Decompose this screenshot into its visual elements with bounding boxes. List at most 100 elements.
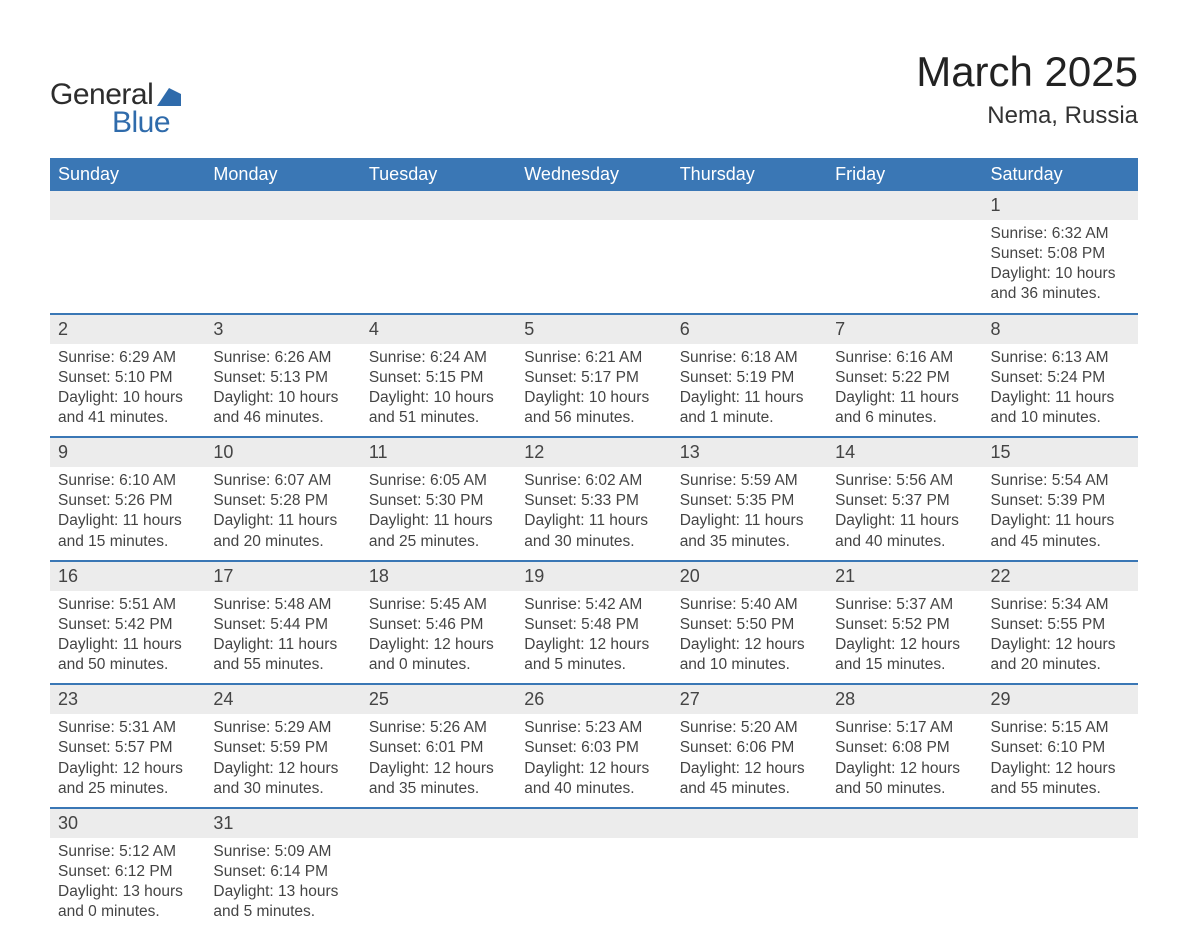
day-content-row: Sunrise: 5:31 AMSunset: 5:57 PMDaylight:… [50, 714, 1138, 808]
location-label: Nema, Russia [916, 102, 1138, 130]
day-content-cell: Sunrise: 6:05 AMSunset: 5:30 PMDaylight:… [361, 467, 516, 561]
sunset-text: Sunset: 5:57 PM [58, 738, 197, 758]
daylight-text: Daylight: 11 hours and 30 minutes. [524, 511, 663, 551]
day-number: 18 [369, 566, 389, 586]
day-number-cell [672, 191, 827, 220]
daylight-text: Daylight: 11 hours and 10 minutes. [991, 388, 1130, 428]
weekday-header: Tuesday [361, 158, 516, 191]
day-number-cell [516, 191, 671, 220]
sunset-text: Sunset: 5:52 PM [835, 615, 974, 635]
day-content-row: Sunrise: 5:51 AMSunset: 5:42 PMDaylight:… [50, 591, 1138, 685]
sunrise-text: Sunrise: 5:51 AM [58, 595, 197, 615]
daylight-text: Daylight: 11 hours and 45 minutes. [991, 511, 1130, 551]
daylight-text: Daylight: 12 hours and 10 minutes. [680, 635, 819, 675]
day-number: 4 [369, 319, 379, 339]
day-number-cell: 19 [516, 561, 671, 591]
day-content-row: Sunrise: 6:10 AMSunset: 5:26 PMDaylight:… [50, 467, 1138, 561]
sunrise-text: Sunrise: 5:31 AM [58, 718, 197, 738]
daylight-text: Daylight: 10 hours and 46 minutes. [213, 388, 352, 428]
sunrise-text: Sunrise: 5:23 AM [524, 718, 663, 738]
day-number-cell: 11 [361, 437, 516, 467]
day-number-cell: 1 [983, 191, 1138, 220]
daylight-text: Daylight: 12 hours and 50 minutes. [835, 759, 974, 799]
daylight-text: Daylight: 11 hours and 20 minutes. [213, 511, 352, 551]
day-number: 15 [991, 442, 1011, 462]
day-number-cell: 21 [827, 561, 982, 591]
day-number: 25 [369, 689, 389, 709]
day-number: 19 [524, 566, 544, 586]
day-number-cell: 13 [672, 437, 827, 467]
daylight-text: Daylight: 11 hours and 1 minute. [680, 388, 819, 428]
sunrise-text: Sunrise: 5:15 AM [991, 718, 1130, 738]
day-number-cell: 28 [827, 684, 982, 714]
sunrise-text: Sunrise: 6:24 AM [369, 348, 508, 368]
day-number-row: 16171819202122 [50, 561, 1138, 591]
sunrise-text: Sunrise: 5:09 AM [213, 842, 352, 862]
sunset-text: Sunset: 5:46 PM [369, 615, 508, 635]
daylight-text: Daylight: 10 hours and 36 minutes. [991, 264, 1130, 304]
day-number: 11 [369, 442, 388, 462]
daylight-text: Daylight: 13 hours and 5 minutes. [213, 882, 352, 922]
sunrise-text: Sunrise: 5:40 AM [680, 595, 819, 615]
day-content-cell [983, 838, 1138, 930]
sunset-text: Sunset: 5:39 PM [991, 491, 1130, 511]
sunrise-text: Sunrise: 6:18 AM [680, 348, 819, 368]
day-number: 8 [991, 319, 1001, 339]
day-content-row: Sunrise: 6:32 AMSunset: 5:08 PMDaylight:… [50, 220, 1138, 314]
daylight-text: Daylight: 12 hours and 20 minutes. [991, 635, 1130, 675]
day-number-row: 30 31 [50, 808, 1138, 838]
daylight-text: Daylight: 12 hours and 25 minutes. [58, 759, 197, 799]
sunset-text: Sunset: 5:13 PM [213, 368, 352, 388]
sunrise-text: Sunrise: 6:10 AM [58, 471, 197, 491]
day-number-cell: 23 [50, 684, 205, 714]
daylight-text: Daylight: 10 hours and 51 minutes. [369, 388, 508, 428]
weekday-header-row: Sunday Monday Tuesday Wednesday Thursday… [50, 158, 1138, 191]
day-number: 28 [835, 689, 855, 709]
sunrise-text: Sunrise: 5:48 AM [213, 595, 352, 615]
day-number-cell: 26 [516, 684, 671, 714]
day-number-cell: 14 [827, 437, 982, 467]
daylight-text: Daylight: 12 hours and 55 minutes. [991, 759, 1130, 799]
sunrise-text: Sunrise: 6:26 AM [213, 348, 352, 368]
day-content-cell: Sunrise: 5:12 AMSunset: 6:12 PMDaylight:… [50, 838, 205, 930]
day-content-cell: Sunrise: 5:20 AMSunset: 6:06 PMDaylight:… [672, 714, 827, 808]
day-number-cell [361, 808, 516, 838]
sunrise-text: Sunrise: 5:29 AM [213, 718, 352, 738]
day-content-cell [516, 838, 671, 930]
day-number: 13 [680, 442, 700, 462]
day-number: 17 [213, 566, 233, 586]
sunset-text: Sunset: 6:06 PM [680, 738, 819, 758]
day-number: 31 [213, 813, 233, 833]
day-number-cell: 10 [205, 437, 360, 467]
sunset-text: Sunset: 5:48 PM [524, 615, 663, 635]
weekday-header: Thursday [672, 158, 827, 191]
day-content-cell [361, 838, 516, 930]
day-content-cell: Sunrise: 6:07 AMSunset: 5:28 PMDaylight:… [205, 467, 360, 561]
sunset-text: Sunset: 6:03 PM [524, 738, 663, 758]
day-content-cell [516, 220, 671, 314]
day-number-cell: 24 [205, 684, 360, 714]
sunset-text: Sunset: 6:10 PM [991, 738, 1130, 758]
sunrise-text: Sunrise: 5:12 AM [58, 842, 197, 862]
sunset-text: Sunset: 5:44 PM [213, 615, 352, 635]
sunrise-text: Sunrise: 5:45 AM [369, 595, 508, 615]
logo-triangle-icon [157, 88, 181, 106]
day-content-cell: Sunrise: 5:15 AMSunset: 6:10 PMDaylight:… [983, 714, 1138, 808]
sunrise-text: Sunrise: 6:21 AM [524, 348, 663, 368]
sunset-text: Sunset: 6:14 PM [213, 862, 352, 882]
sunset-text: Sunset: 6:12 PM [58, 862, 197, 882]
daylight-text: Daylight: 11 hours and 35 minutes. [680, 511, 819, 551]
daylight-text: Daylight: 11 hours and 55 minutes. [213, 635, 352, 675]
day-content-cell: Sunrise: 6:10 AMSunset: 5:26 PMDaylight:… [50, 467, 205, 561]
day-number: 27 [680, 689, 700, 709]
sunset-text: Sunset: 5:24 PM [991, 368, 1130, 388]
weekday-header: Sunday [50, 158, 205, 191]
day-number-cell: 5 [516, 314, 671, 344]
sunset-text: Sunset: 5:10 PM [58, 368, 197, 388]
weekday-header: Wednesday [516, 158, 671, 191]
day-number-cell: 29 [983, 684, 1138, 714]
day-number: 30 [58, 813, 78, 833]
day-content-cell [672, 220, 827, 314]
day-content-cell: Sunrise: 6:16 AMSunset: 5:22 PMDaylight:… [827, 344, 982, 438]
day-content-cell: Sunrise: 6:26 AMSunset: 5:13 PMDaylight:… [205, 344, 360, 438]
